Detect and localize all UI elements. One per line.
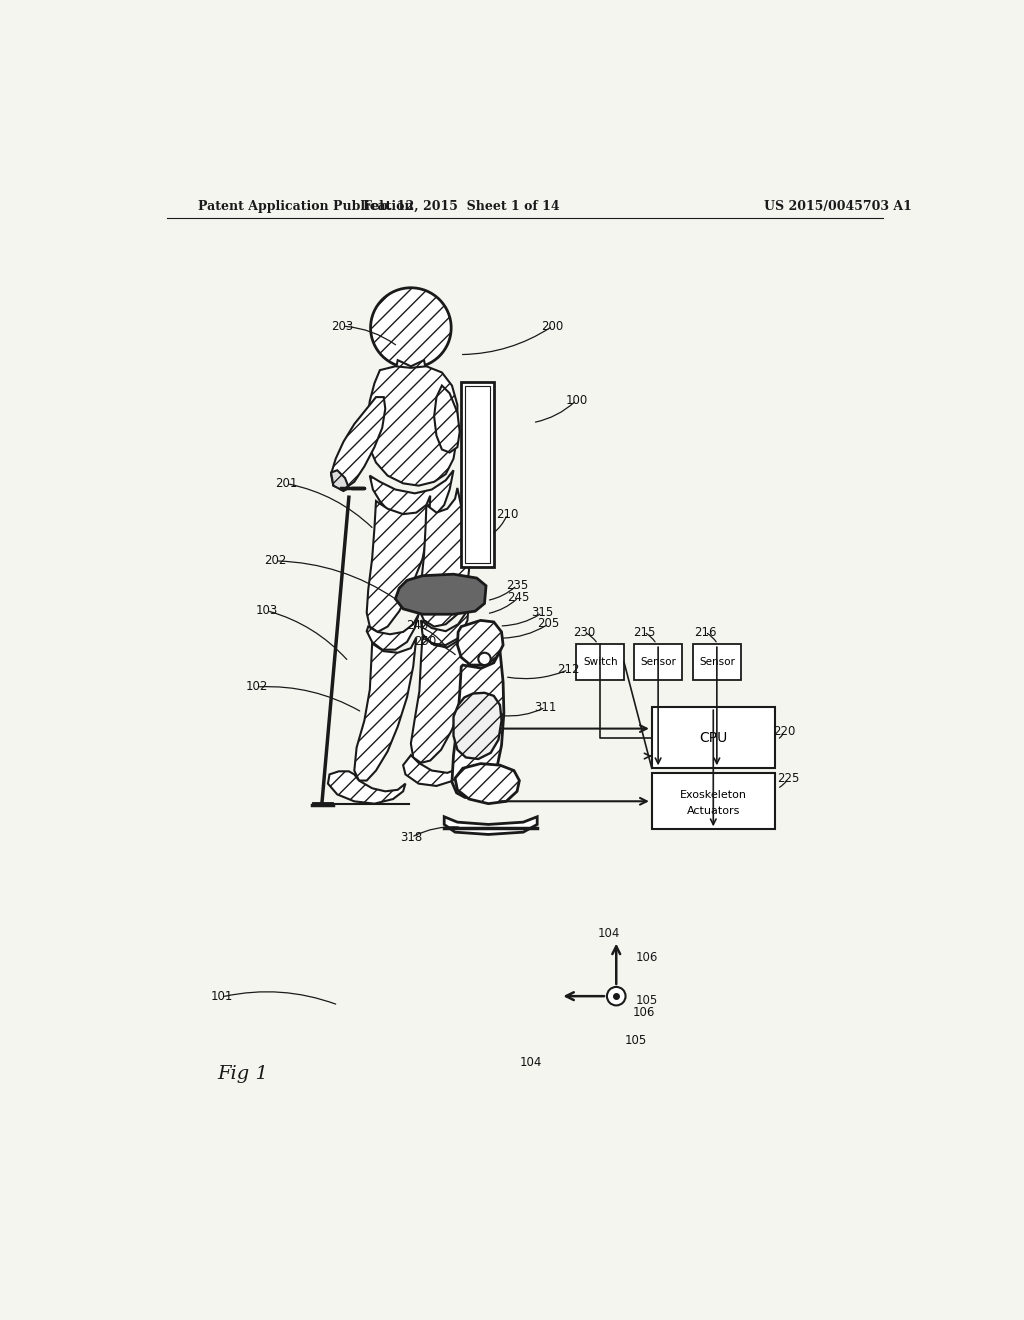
Text: 100: 100 [565, 393, 588, 407]
Polygon shape [367, 614, 419, 649]
Text: 311: 311 [535, 701, 557, 714]
Polygon shape [367, 367, 458, 486]
Polygon shape [454, 693, 502, 759]
Polygon shape [458, 620, 503, 665]
Polygon shape [370, 470, 454, 521]
Polygon shape [354, 638, 417, 780]
Text: 201: 201 [275, 477, 298, 490]
Bar [652, 708, 775, 768]
Text: Fig 1: Fig 1 [217, 1064, 268, 1082]
Text: CPU: CPU [699, 731, 727, 744]
Text: 203: 203 [331, 319, 353, 333]
Text: 104: 104 [597, 927, 620, 940]
Text: 212: 212 [557, 663, 580, 676]
Polygon shape [434, 385, 460, 453]
Text: 245: 245 [507, 591, 529, 605]
Polygon shape [331, 397, 385, 490]
Text: 101: 101 [211, 990, 232, 1003]
Text: 105: 105 [625, 1034, 647, 1047]
Bar [693, 644, 740, 680]
Text: 102: 102 [246, 680, 267, 693]
Polygon shape [465, 385, 489, 562]
Text: 103: 103 [256, 605, 278, 618]
Text: 104: 104 [520, 1056, 543, 1069]
Circle shape [607, 987, 626, 1006]
Text: Patent Application Publication: Patent Application Publication [198, 199, 414, 213]
Text: 210: 210 [497, 508, 518, 520]
Text: 202: 202 [263, 554, 286, 568]
Polygon shape [395, 360, 426, 379]
Polygon shape [444, 817, 538, 834]
Bar [577, 644, 624, 680]
Bar [634, 644, 682, 680]
Text: Sensor: Sensor [699, 657, 735, 667]
Text: 106: 106 [633, 1006, 655, 1019]
Text: Switch: Switch [583, 657, 617, 667]
Text: Actuators: Actuators [687, 807, 740, 816]
Text: 105: 105 [636, 994, 657, 1007]
Text: 315: 315 [531, 606, 553, 619]
Text: 106: 106 [636, 952, 658, 964]
Text: 230: 230 [573, 626, 595, 639]
Text: 216: 216 [693, 626, 716, 639]
Polygon shape [403, 755, 467, 785]
Bar [652, 774, 775, 829]
Text: 215: 215 [633, 626, 655, 639]
Polygon shape [367, 496, 430, 632]
Text: Exoskeleton: Exoskeleton [680, 789, 746, 800]
Text: Sensor: Sensor [640, 657, 676, 667]
Circle shape [478, 653, 490, 665]
Text: 235: 235 [506, 578, 528, 591]
Polygon shape [461, 381, 494, 566]
Text: 318: 318 [400, 830, 423, 843]
Text: 250: 250 [415, 635, 436, 648]
Polygon shape [411, 627, 469, 763]
Polygon shape [455, 763, 519, 804]
Text: 240: 240 [407, 619, 429, 632]
Text: US 2015/0045703 A1: US 2015/0045703 A1 [764, 199, 911, 213]
Text: 205: 205 [538, 618, 560, 631]
Polygon shape [331, 470, 349, 491]
Text: 225: 225 [777, 772, 800, 785]
Circle shape [371, 288, 452, 368]
Polygon shape [419, 488, 469, 627]
Text: 220: 220 [773, 725, 796, 738]
Text: Feb. 12, 2015  Sheet 1 of 14: Feb. 12, 2015 Sheet 1 of 14 [362, 199, 559, 213]
Polygon shape [395, 574, 486, 614]
Polygon shape [421, 599, 469, 645]
Polygon shape [452, 651, 504, 797]
Polygon shape [328, 771, 406, 804]
Text: 200: 200 [542, 319, 563, 333]
